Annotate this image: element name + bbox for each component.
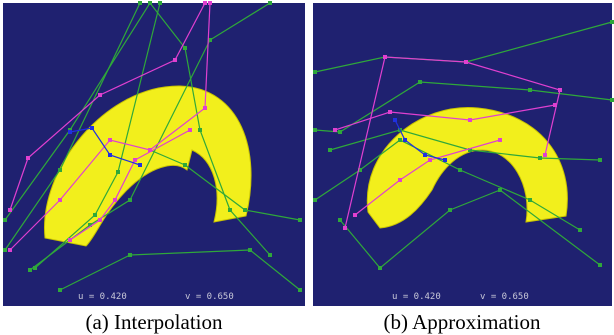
caption: (b) Approximation (384, 310, 541, 334)
current-curve-point (90, 126, 94, 130)
control-line-point (598, 158, 602, 162)
control-polygon-point (383, 55, 387, 59)
control-line-point (338, 130, 342, 134)
current-curve-point (68, 130, 72, 134)
control-polygon-point (543, 153, 547, 157)
control-line-point (138, 1, 142, 5)
control-line-point (128, 253, 132, 257)
control-line-point (338, 218, 342, 222)
control-line-point (3, 218, 7, 222)
control-line-point (298, 218, 302, 222)
control-line-point (398, 138, 402, 142)
current-curve-point (108, 153, 112, 157)
control-polygon-point (343, 226, 347, 230)
control-polygon-point (68, 238, 72, 242)
control-line-point (313, 198, 317, 202)
control-line-point (198, 128, 202, 132)
control-line-point (58, 168, 62, 172)
control-polygon-point (98, 218, 102, 222)
current-curve-point (403, 138, 407, 142)
control-polygon-point (208, 1, 212, 5)
control-polygon-point (188, 128, 192, 132)
control-polygon-point (203, 1, 207, 5)
control-line-point (448, 208, 452, 212)
control-polygon-point (98, 93, 102, 97)
control-line-point (93, 213, 97, 217)
control-polygon-point (468, 118, 472, 122)
control-polygon-point (173, 58, 177, 62)
control-line-point (268, 253, 272, 257)
figure: u = 0.420 v = 0.650 u = 0.420 v = 0.650 … (0, 0, 614, 335)
control-line-point (248, 248, 252, 252)
control-polygon-point (113, 198, 117, 202)
control-polygon-point (498, 138, 502, 142)
current-curve-point (138, 163, 142, 167)
control-polygon-point (8, 248, 12, 252)
control-polygon-point (428, 158, 432, 162)
control-line-point (183, 163, 187, 167)
control-polygon-point (388, 110, 392, 114)
control-line-point (418, 80, 422, 84)
caption: (a) Interpolation (85, 310, 223, 334)
control-polygon-point (8, 208, 12, 212)
control-line-point (148, 1, 152, 5)
control-line-point (538, 156, 542, 160)
control-line-point (313, 128, 317, 132)
control-polygon-point (108, 138, 112, 142)
current-curve-point (443, 158, 447, 162)
v-parameter: v = 0.650 (185, 292, 234, 302)
control-line-point (3, 248, 7, 252)
control-line-point (378, 266, 382, 270)
control-polygon-point (464, 60, 468, 64)
control-line-point (158, 1, 162, 5)
control-line-point (228, 208, 232, 212)
control-polygon-point (58, 198, 62, 202)
current-curve-point (423, 153, 427, 157)
control-line-point (28, 268, 32, 272)
control-polygon-point (553, 103, 557, 107)
control-line-point (243, 208, 247, 212)
control-line-point (183, 46, 187, 50)
control-line-point (313, 70, 317, 74)
page: u = 0.420 v = 0.650 u = 0.420 v = 0.650 … (0, 0, 614, 335)
control-line-point (498, 188, 502, 192)
control-line-point (58, 288, 62, 292)
control-line-point (578, 228, 582, 232)
v-parameter: v = 0.650 (480, 292, 529, 302)
control-polygon-point (398, 178, 402, 182)
control-line-point (610, 20, 614, 24)
control-polygon-point (203, 106, 207, 110)
control-line-point (328, 148, 332, 152)
control-line-point (128, 198, 132, 202)
u-parameter: u = 0.420 (78, 292, 127, 302)
control-line-point (116, 170, 120, 174)
current-curve-point (393, 118, 397, 122)
control-polygon-point (333, 128, 337, 132)
control-polygon-point (133, 158, 137, 162)
control-line-point (298, 288, 302, 292)
u-parameter: u = 0.420 (392, 292, 441, 302)
control-polygon-point (558, 88, 562, 92)
control-line-point (598, 263, 602, 267)
control-polygon-point (26, 156, 30, 160)
control-line-point (528, 88, 532, 92)
control-line-point (528, 198, 532, 202)
control-line-point (268, 1, 272, 5)
control-polygon-point (353, 213, 357, 217)
control-line-point (33, 266, 37, 270)
control-line-point (458, 168, 462, 172)
control-line-point (610, 98, 614, 102)
